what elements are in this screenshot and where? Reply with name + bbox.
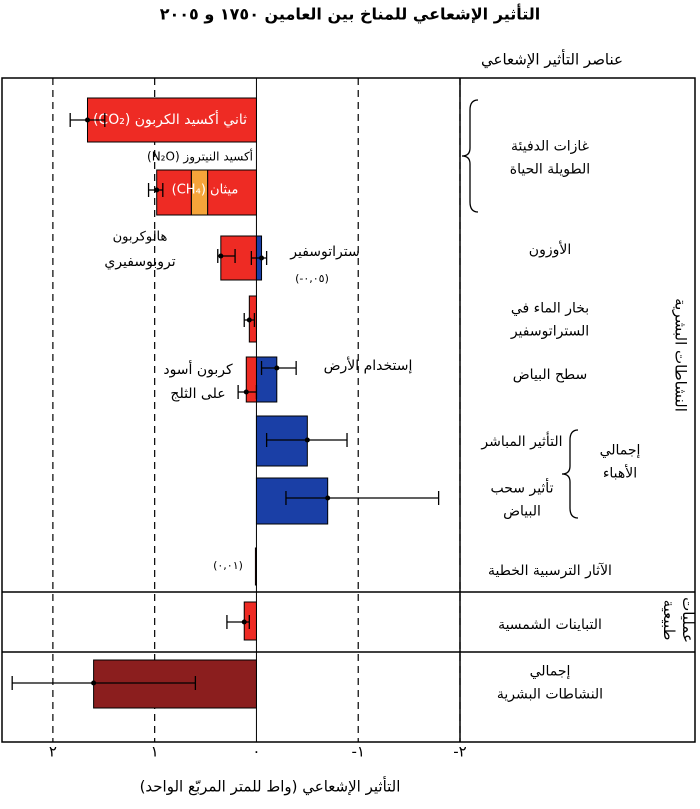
bar (255, 415, 308, 467)
segment-label: هالوكربون (113, 230, 168, 245)
value-label: (٠,٠٥-) (295, 272, 329, 285)
bar (245, 356, 257, 403)
group-label: النشاطات البشرية (672, 298, 690, 412)
bar-label: على الثلج (170, 386, 225, 402)
subcategory-label: تأثير سحب (491, 478, 554, 497)
value-dot (218, 253, 224, 259)
x-axis-label: التأثير الإشعاعي (واط للمتر المربّع الوا… (140, 776, 401, 797)
value-dot (274, 365, 280, 371)
bar (255, 356, 278, 403)
value-dot (304, 437, 310, 443)
bar-label: إستخدام الأرض (324, 356, 413, 374)
category-label: النشاطات البشرية (497, 687, 603, 703)
value-dot (154, 187, 160, 193)
bar-label: تروبوسفيري (104, 254, 175, 270)
category-label: الأوزون (529, 240, 571, 258)
category-label: الستراتوسفير (510, 324, 589, 340)
category-label: إجمالي (600, 443, 641, 459)
group-label-text: طبيعية (660, 600, 678, 641)
value-label: (٠,٠١) (213, 559, 243, 572)
value-dot (243, 389, 249, 395)
column-header: عناصر التأثير الإشعاعي (481, 49, 623, 70)
group-label-text: النشاطات البشرية (672, 298, 690, 412)
subcategory-label: التأثير المباشر (480, 431, 562, 450)
bar-segment (207, 169, 257, 216)
bar-label: ستراتوسفير (289, 244, 359, 260)
category-label: التباينات الشمسية (498, 617, 602, 633)
category-label: غازات الدفيئة (511, 139, 589, 155)
subcategory-label: البياض (503, 504, 541, 520)
brace (461, 99, 479, 213)
x-tick-label: ١- (351, 743, 364, 761)
category-label: الأهباء (603, 464, 637, 482)
category-label: بخار الماء في (511, 301, 589, 317)
bar (86, 97, 257, 143)
value-dot (259, 255, 265, 261)
group-label-text: عمليات (679, 597, 697, 643)
segment-label: أكسيد النيتروز (N₂O) (147, 149, 253, 165)
x-tick-label: ٢ (49, 743, 57, 761)
frame (1, 77, 696, 743)
category-label: سطح البياض (513, 367, 588, 383)
bar (93, 659, 257, 709)
bar-label: كربون أسود (163, 360, 233, 378)
bar (254, 547, 257, 586)
value-dot (325, 495, 331, 501)
bar (255, 477, 329, 525)
value-dot (246, 317, 252, 323)
brace (561, 429, 579, 519)
category-label: إجمالي (530, 664, 571, 680)
x-tick-label: ٢- (453, 743, 466, 761)
category-label: الطويلة الحياة (510, 162, 590, 178)
value-dot (241, 619, 247, 625)
value-dot (91, 680, 97, 686)
x-tick-label: ١ (151, 743, 159, 761)
chart-title: التأثير الإشعاعي للمناخ بين العامين ١٧٥٠… (160, 4, 541, 25)
value-dot (84, 117, 90, 123)
segment-label: ميثان (CH₄) (172, 183, 239, 198)
bar (220, 235, 257, 281)
x-tick-label: ٠ (252, 743, 260, 761)
category-label: الآثار الترسبية الخطية (488, 563, 612, 579)
bar-label: ثاني أكسيد الكربون (CO₂) (93, 110, 247, 128)
